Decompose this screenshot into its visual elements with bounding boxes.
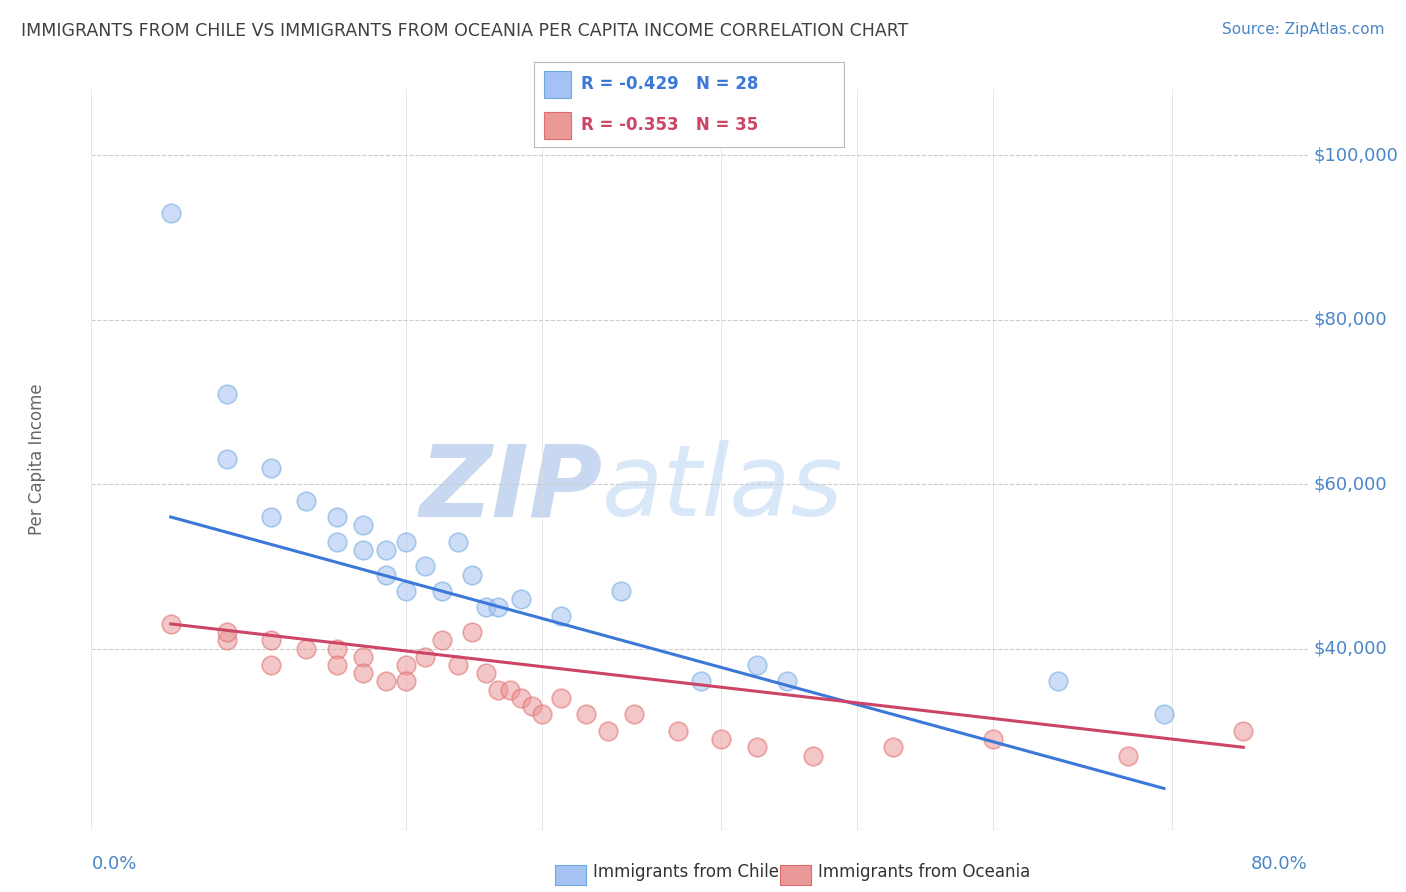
- Text: $80,000: $80,000: [1313, 310, 1388, 328]
- Point: [374, 542, 396, 557]
- Point: [395, 584, 418, 599]
- Point: [550, 608, 572, 623]
- Point: [325, 641, 347, 656]
- Point: [745, 740, 768, 755]
- Point: [776, 674, 799, 689]
- Text: 80.0%: 80.0%: [1251, 855, 1308, 873]
- Point: [352, 649, 374, 664]
- Point: [447, 534, 470, 549]
- Text: Immigrants from Oceania: Immigrants from Oceania: [818, 863, 1031, 881]
- Point: [520, 699, 543, 714]
- Point: [413, 649, 436, 664]
- Point: [461, 567, 484, 582]
- Text: $100,000: $100,000: [1313, 146, 1399, 164]
- Point: [689, 674, 711, 689]
- Text: $60,000: $60,000: [1313, 475, 1388, 493]
- Point: [159, 616, 181, 631]
- Point: [745, 658, 768, 673]
- Point: [710, 732, 733, 747]
- Text: IMMIGRANTS FROM CHILE VS IMMIGRANTS FROM OCEANIA PER CAPITA INCOME CORRELATION C: IMMIGRANTS FROM CHILE VS IMMIGRANTS FROM…: [21, 22, 908, 40]
- Point: [260, 658, 283, 673]
- Bar: [544, 112, 571, 139]
- Point: [352, 542, 374, 557]
- Point: [474, 600, 496, 615]
- Point: [499, 682, 522, 697]
- Point: [474, 666, 496, 681]
- Point: [430, 584, 453, 599]
- Point: [882, 740, 904, 755]
- Point: [325, 534, 347, 549]
- Point: [510, 592, 533, 607]
- Point: [352, 518, 374, 533]
- Point: [981, 732, 1004, 747]
- Text: Immigrants from Chile: Immigrants from Chile: [593, 863, 779, 881]
- Point: [413, 559, 436, 574]
- Point: [295, 493, 318, 508]
- Point: [486, 682, 509, 697]
- Point: [550, 690, 572, 705]
- Point: [215, 386, 238, 401]
- Point: [260, 633, 283, 648]
- Point: [325, 510, 347, 524]
- Point: [1116, 748, 1139, 763]
- Point: [510, 690, 533, 705]
- Point: [623, 707, 645, 722]
- Point: [260, 460, 283, 475]
- Point: [215, 633, 238, 648]
- Point: [395, 534, 418, 549]
- Point: [575, 707, 598, 722]
- Point: [325, 658, 347, 673]
- Text: R = -0.353   N = 35: R = -0.353 N = 35: [581, 116, 758, 134]
- Point: [430, 633, 453, 648]
- Point: [374, 674, 396, 689]
- Point: [461, 625, 484, 640]
- Text: Source: ZipAtlas.com: Source: ZipAtlas.com: [1222, 22, 1385, 37]
- Point: [596, 723, 619, 738]
- Text: R = -0.429   N = 28: R = -0.429 N = 28: [581, 76, 758, 94]
- Point: [486, 600, 509, 615]
- Point: [215, 625, 238, 640]
- Point: [374, 567, 396, 582]
- Text: Per Capita Income: Per Capita Income: [28, 384, 45, 535]
- Text: $40,000: $40,000: [1313, 640, 1388, 657]
- Point: [447, 658, 470, 673]
- Point: [530, 707, 553, 722]
- Point: [395, 674, 418, 689]
- Point: [610, 584, 633, 599]
- Bar: [544, 71, 571, 98]
- Point: [395, 658, 418, 673]
- Text: 0.0%: 0.0%: [91, 855, 136, 873]
- Point: [1232, 723, 1254, 738]
- Point: [666, 723, 689, 738]
- Point: [260, 510, 283, 524]
- Text: atlas: atlas: [602, 441, 844, 538]
- Text: ZIP: ZIP: [419, 441, 602, 538]
- Point: [1153, 707, 1175, 722]
- Point: [352, 666, 374, 681]
- Point: [215, 452, 238, 467]
- Point: [159, 205, 181, 219]
- Point: [295, 641, 318, 656]
- Point: [801, 748, 824, 763]
- Point: [1047, 674, 1070, 689]
